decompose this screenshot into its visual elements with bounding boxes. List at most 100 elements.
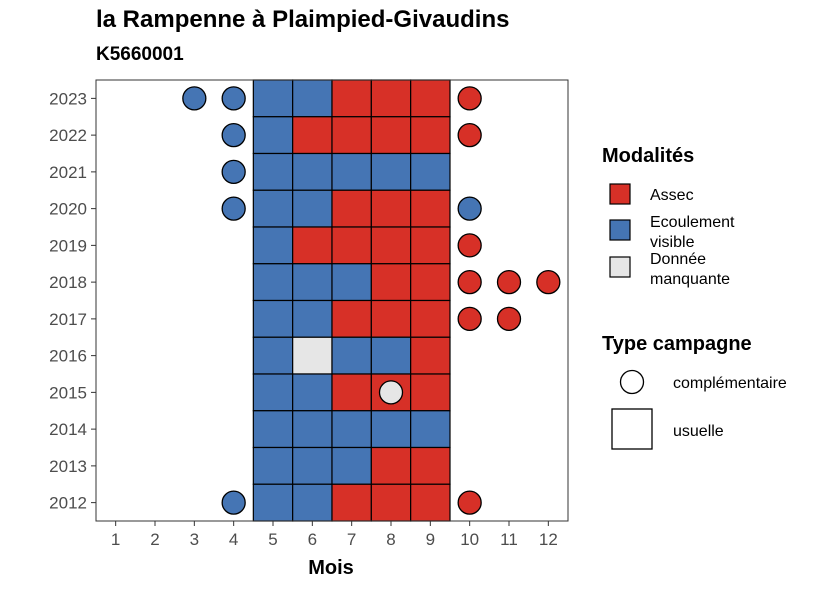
tile-2018-9 — [410, 263, 451, 302]
tile-2022-6 — [292, 116, 333, 155]
tile-2023-7 — [331, 79, 372, 118]
tile-2014-8 — [370, 410, 412, 449]
x-tick-label-5: 5 — [268, 530, 277, 549]
tile-2012-6 — [292, 483, 333, 522]
legend-key-0 — [609, 183, 631, 205]
tile-2018-5 — [252, 263, 294, 302]
tile-2013-5 — [252, 446, 294, 485]
tile-2023-6 — [292, 79, 333, 118]
legend-label-1-0: Ecoulement — [650, 214, 735, 231]
point-2022-4 — [221, 122, 246, 148]
legend-label-2-1: manquante — [650, 271, 730, 288]
point-2018-10 — [457, 269, 482, 295]
x-tick-label-3: 3 — [190, 530, 199, 549]
y-tick-label-2015: 2015 — [49, 383, 87, 402]
point-2021-4 — [221, 159, 246, 185]
tile-2016-6 — [292, 336, 333, 375]
x-tick-label-4: 4 — [229, 530, 238, 549]
legend-modalites-title: Modalités — [602, 145, 694, 167]
point-2023-10 — [457, 86, 482, 111]
axes: 1 2 3 4 5 6 7 8 9 10 11 122012201320142015201620172… — [49, 79, 569, 549]
legend-label-1-1: visible — [650, 234, 695, 251]
y-tick-label-2014: 2014 — [49, 420, 87, 439]
point-2012-10 — [457, 490, 482, 515]
legend-type-label-0: complémentaire — [673, 375, 787, 392]
tile-2022-5 — [252, 116, 294, 155]
y-tick-label-2016: 2016 — [49, 347, 87, 366]
point-2020-10 — [457, 196, 482, 221]
point-2022-10 — [457, 122, 482, 148]
tile-2018-7 — [331, 263, 372, 302]
tile-2022-8 — [370, 116, 412, 155]
tile-2017-8 — [370, 299, 412, 338]
tile-2012-7 — [331, 483, 372, 522]
tile-2015-6 — [292, 373, 333, 412]
tile-2013-8 — [370, 446, 412, 485]
tile-2015-7 — [331, 373, 372, 412]
tile-2020-7 — [331, 189, 372, 228]
x-tick-label-12: 12 — [539, 530, 558, 549]
tile-2022-9 — [410, 116, 451, 155]
plot-area — [96, 79, 568, 522]
tile-2023-5 — [252, 79, 294, 118]
tile-2018-8 — [370, 263, 412, 302]
legend-key-2 — [609, 256, 631, 278]
point-2015-8 — [378, 380, 404, 405]
tile-2023-8 — [370, 79, 412, 118]
tile-2012-9 — [410, 483, 451, 522]
y-tick-label-2019: 2019 — [49, 236, 87, 255]
tile-2019-9 — [410, 226, 451, 265]
tile-2021-9 — [410, 152, 451, 191]
tile-2016-8 — [370, 336, 412, 375]
y-tick-label-2022: 2022 — [49, 126, 87, 145]
legend-type-title: Type campagne — [602, 333, 752, 355]
tile-2021-6 — [292, 152, 333, 191]
tile-2017-7 — [331, 299, 372, 338]
point-2017-11 — [496, 306, 522, 332]
legend-square-key — [611, 408, 653, 450]
tile-2019-5 — [252, 226, 294, 265]
x-axis-title: Mois — [308, 557, 354, 579]
x-tick-label-10: 10 — [460, 530, 479, 549]
tile-2018-6 — [292, 263, 333, 302]
x-tick-label-2: 2 — [150, 530, 159, 549]
y-tick-label-2021: 2021 — [49, 163, 87, 182]
tile-2013-7 — [331, 446, 372, 485]
tile-2020-5 — [252, 189, 294, 228]
legend-circle-key — [619, 369, 645, 395]
point-2012-4 — [221, 490, 246, 515]
tile-2021-8 — [370, 152, 412, 191]
point-2023-4 — [221, 86, 246, 111]
tile-2015-9 — [410, 373, 451, 412]
point-2023-3 — [182, 86, 207, 111]
x-tick-label-11: 11 — [500, 530, 518, 549]
tile-2017-6 — [292, 299, 333, 338]
y-tick-label-2013: 2013 — [49, 457, 87, 476]
tile-2020-8 — [370, 189, 412, 228]
y-tick-label-2018: 2018 — [49, 273, 87, 292]
legend-key-1 — [609, 219, 631, 241]
tile-2012-8 — [370, 483, 412, 522]
point-2017-10 — [457, 306, 482, 332]
legend-type-label-1: usuelle — [673, 423, 724, 440]
chart-subtitle: K5660001 — [96, 44, 184, 65]
tile-2017-9 — [410, 299, 451, 338]
y-tick-label-2020: 2020 — [49, 200, 87, 219]
point-2019-10 — [457, 233, 482, 258]
tile-2014-5 — [252, 410, 294, 449]
tile-2020-9 — [410, 189, 451, 228]
y-tick-label-2023: 2023 — [49, 89, 87, 108]
point-2018-11 — [496, 269, 522, 295]
tile-2021-7 — [331, 152, 372, 191]
x-tick-label-1: 1 — [111, 530, 120, 549]
tile-2021-5 — [252, 152, 294, 191]
y-tick-label-2017: 2017 — [49, 310, 87, 329]
x-tick-label-9: 9 — [426, 530, 435, 549]
legend-label-2-0: Donnée — [650, 251, 706, 268]
point-2018-12 — [536, 269, 561, 295]
panel-border — [95, 79, 569, 522]
tile-2014-7 — [331, 410, 372, 449]
tile-2023-9 — [410, 79, 451, 118]
